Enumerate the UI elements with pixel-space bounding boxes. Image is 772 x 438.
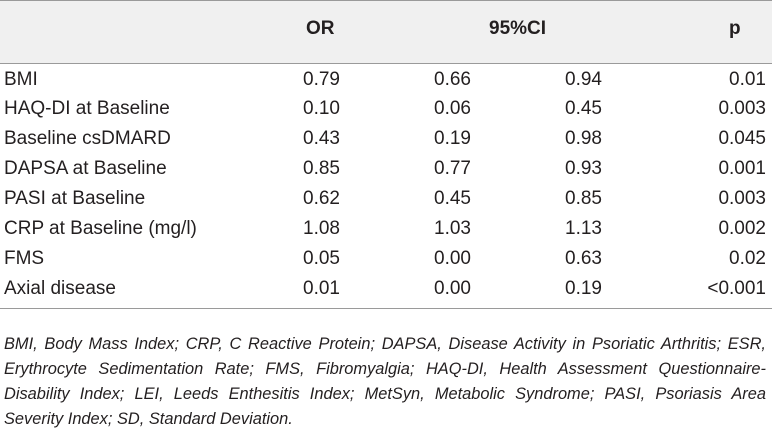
table-row: HAQ-DI at Baseline 0.10 0.06 0.45 0.003 — [0, 94, 772, 123]
row-ci-high: 0.19 — [565, 278, 602, 299]
row-label: PASI at Baseline — [4, 188, 146, 209]
row-or: 0.62 — [303, 188, 340, 209]
header-p: p — [729, 18, 741, 39]
row-label: Axial disease — [4, 278, 116, 299]
row-ci-high: 0.98 — [565, 128, 602, 149]
row-ci-low: 0.66 — [434, 69, 471, 90]
row-ci-low: 0.77 — [434, 158, 471, 179]
row-ci-low: 0.06 — [434, 98, 471, 119]
table-row: PASI at Baseline 0.62 0.45 0.85 0.003 — [0, 184, 772, 213]
table-top-rule — [0, 0, 772, 1]
row-p: 0.002 — [718, 218, 766, 239]
row-label: DAPSA at Baseline — [4, 158, 167, 179]
table-footnote: BMI, Body Mass Index; CRP, C Reactive Pr… — [4, 335, 766, 429]
row-ci-high: 0.45 — [565, 98, 602, 119]
row-label: FMS — [4, 248, 45, 269]
row-label: BMI — [4, 69, 38, 90]
row-ci-high: 0.63 — [565, 248, 602, 269]
table-row: Baseline csDMARD 0.43 0.19 0.98 0.045 — [0, 124, 772, 153]
table-header-rule — [0, 63, 772, 64]
row-ci-high: 0.94 — [565, 69, 602, 90]
table-row: Axial disease 0.01 0.00 0.19 <0.001 — [0, 274, 772, 303]
row-label: HAQ-DI at Baseline — [4, 98, 170, 119]
table-row: BMI 0.79 0.66 0.94 0.01 — [0, 65, 772, 94]
table-row: CRP at Baseline (mg/l) 1.08 1.03 1.13 0.… — [0, 214, 772, 243]
table-row: FMS 0.05 0.00 0.63 0.02 — [0, 244, 772, 273]
row-or: 0.01 — [303, 278, 340, 299]
row-or: 0.05 — [303, 248, 340, 269]
row-ci-high: 1.13 — [565, 218, 602, 239]
row-ci-high: 0.93 — [565, 158, 602, 179]
row-or: 0.10 — [303, 98, 340, 119]
row-ci-high: 0.85 — [565, 188, 602, 209]
row-or: 0.79 — [303, 69, 340, 90]
row-ci-low: 0.19 — [434, 128, 471, 149]
header-or: OR — [306, 18, 335, 39]
row-p: 0.01 — [729, 69, 766, 90]
row-ci-low: 0.45 — [434, 188, 471, 209]
row-p: <0.001 — [707, 278, 766, 299]
row-p: 0.045 — [718, 128, 766, 149]
row-ci-low: 0.00 — [434, 248, 471, 269]
row-label: Baseline csDMARD — [4, 128, 171, 149]
row-p: 0.001 — [718, 158, 766, 179]
row-or: 0.43 — [303, 128, 340, 149]
row-p: 0.003 — [718, 188, 766, 209]
row-or: 1.08 — [303, 218, 340, 239]
header-95ci: 95%CI — [489, 18, 547, 39]
row-p: 0.02 — [729, 248, 766, 269]
row-ci-low: 0.00 — [434, 278, 471, 299]
row-or: 0.85 — [303, 158, 340, 179]
row-label: CRP at Baseline (mg/l) — [4, 218, 197, 239]
table-row: DAPSA at Baseline 0.85 0.77 0.93 0.001 — [0, 154, 772, 183]
row-p: 0.003 — [718, 98, 766, 119]
table-bottom-rule — [0, 308, 772, 309]
table-header-background — [0, 0, 772, 63]
row-ci-low: 1.03 — [434, 218, 471, 239]
